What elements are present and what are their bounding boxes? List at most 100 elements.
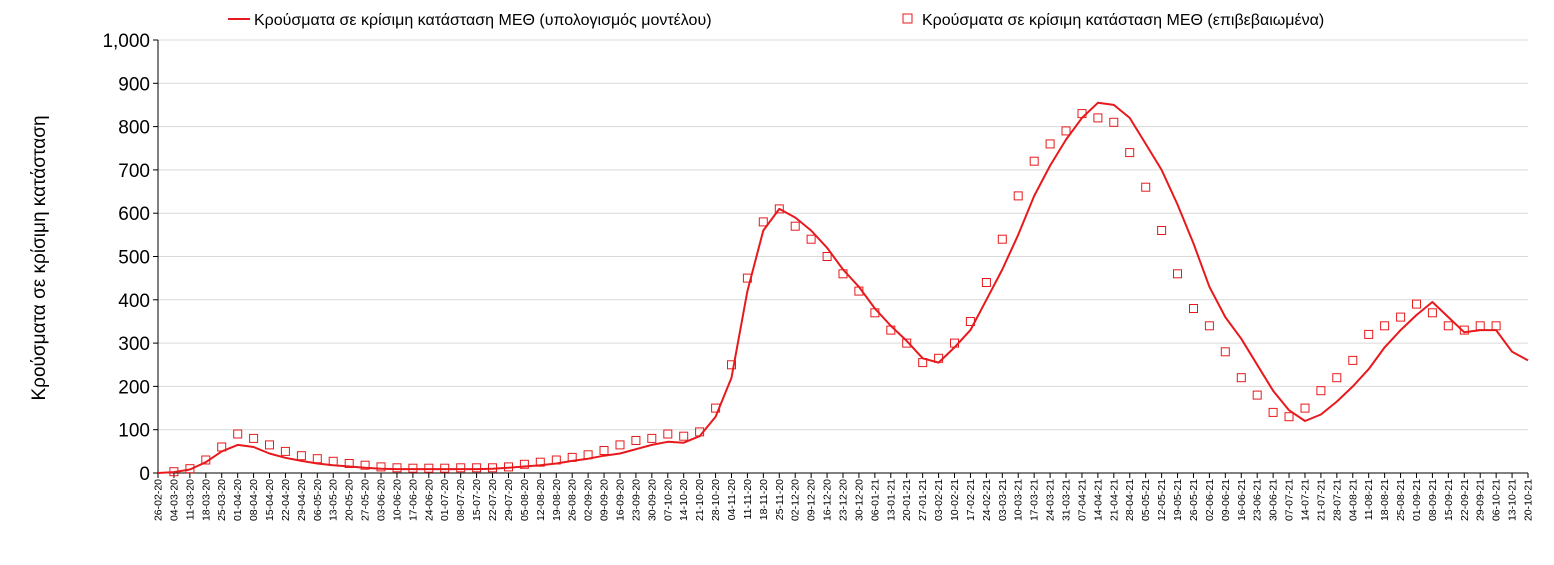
x-tick-label: 13-05-20: [328, 479, 340, 521]
y-tick-label: 500: [118, 248, 150, 269]
x-tick-label: 07-07-21: [1284, 479, 1296, 521]
data-point-confirmed: [201, 455, 211, 465]
data-point-confirmed: [1061, 126, 1071, 136]
x-tick-label: 02-12-20: [790, 479, 802, 521]
y-tick-label: 300: [118, 334, 150, 355]
data-point-confirmed: [1220, 347, 1230, 357]
x-tick-label: 01-09-21: [1411, 479, 1423, 521]
x-tick-label: 01-07-20: [439, 479, 451, 521]
data-point-confirmed: [679, 431, 689, 441]
data-point-confirmed: [822, 252, 832, 261]
data-point-confirmed: [504, 462, 513, 472]
data-point-confirmed: [1189, 304, 1198, 313]
x-tick-label: 25-11-20: [774, 479, 786, 520]
data-point-confirmed: [647, 433, 657, 443]
x-tick-label: 15-09-21: [1443, 479, 1455, 521]
data-point-confirmed: [185, 464, 195, 474]
x-tick-label: 17-02-21: [965, 479, 977, 521]
x-tick-label: 08-09-21: [1427, 479, 1439, 521]
data-point-confirmed: [1109, 117, 1119, 127]
data-point-confirmed: [424, 463, 434, 473]
x-tick-label: 12-08-20: [535, 479, 547, 521]
x-tick-label: 13-10-21: [1507, 479, 1519, 521]
x-tick-label: 28-07-21: [1331, 479, 1343, 521]
x-tick-label: 30-09-20: [646, 479, 658, 521]
data-point-confirmed: [265, 440, 274, 450]
x-tick-label: 06-01-21: [869, 479, 881, 521]
x-tick-label: 17-06-20: [407, 479, 419, 521]
data-point-confirmed: [1077, 109, 1087, 119]
data-point-confirmed: [328, 456, 338, 466]
data-point-confirmed: [1459, 325, 1469, 335]
data-point-confirmed: [169, 467, 179, 477]
data-point-confirmed: [488, 463, 497, 473]
x-tick-label: 29-04-20: [296, 479, 308, 521]
data-point-confirmed: [360, 460, 370, 470]
x-tick-label: 16-06-21: [1236, 479, 1248, 521]
data-point-confirmed: [583, 450, 593, 460]
x-tick-label: 16-09-20: [615, 479, 627, 521]
x-tick-label: 01-04-20: [232, 479, 244, 521]
data-point-confirmed: [1364, 329, 1374, 339]
data-point-confirmed: [1412, 299, 1421, 309]
x-tick-label: 23-09-20: [630, 479, 642, 521]
data-point-confirmed: [1125, 148, 1135, 158]
data-point-confirmed: [408, 463, 418, 473]
x-tick-label: 26-05-21: [1188, 479, 1200, 521]
x-tick-label: 10-03-21: [1013, 479, 1025, 521]
data-point-confirmed: [902, 338, 912, 348]
data-point-confirmed: [1316, 386, 1326, 396]
data-point-confirmed: [1204, 321, 1214, 331]
data-point-confirmed: [1093, 113, 1103, 123]
x-tick-label: 25-08-21: [1395, 479, 1407, 521]
data-point-confirmed: [663, 429, 673, 439]
data-point-confirmed: [1491, 321, 1501, 331]
x-tick-label: 14-04-21: [1092, 479, 1104, 521]
data-point-confirmed: [870, 308, 880, 318]
y-tick-label: 800: [118, 118, 150, 139]
y-axis-ticks: 0 100 200 300 400 500 600 700 800 900 1,000: [102, 31, 150, 485]
y-tick-label: 700: [118, 161, 150, 182]
data-point-confirmed: [1380, 321, 1390, 331]
gridlines: [158, 39, 1528, 431]
data-point-confirmed: [886, 325, 896, 335]
x-tick-label: 19-08-20: [551, 479, 563, 521]
x-tick-label: 22-09-21: [1459, 479, 1471, 521]
x-tick-label: 03-03-21: [997, 479, 1009, 521]
x-tick-label: 25-03-20: [216, 479, 228, 521]
x-tick-label: 07-10-20: [662, 479, 674, 521]
x-tick-label: 24-06-20: [423, 479, 435, 521]
data-point-confirmed: [249, 433, 259, 443]
data-point-confirmed: [965, 317, 975, 326]
x-tick-label: 29-09-21: [1475, 479, 1487, 521]
series-model-line: [157, 101, 1529, 474]
data-point-confirmed: [1173, 269, 1182, 279]
data-point-confirmed: [1029, 156, 1039, 166]
y-tick-label: 400: [118, 291, 150, 312]
data-point-confirmed: [1332, 373, 1342, 383]
axes: [153, 39, 1529, 478]
x-tick-label: 03-06-20: [376, 479, 388, 521]
data-point-confirmed: [1443, 321, 1453, 331]
x-tick-label: 09-12-20: [806, 479, 818, 521]
data-point-confirmed: [1396, 312, 1406, 322]
y-tick-label: 100: [118, 421, 150, 442]
x-tick-label: 23-12-20: [838, 479, 850, 521]
data-point-confirmed: [727, 360, 736, 370]
data-point-confirmed: [758, 217, 768, 227]
x-tick-label: 27-05-20: [360, 479, 372, 521]
legend-square-marker: [902, 13, 913, 24]
data-point-confirmed: [615, 440, 625, 450]
x-tick-label: 26-08-20: [567, 479, 579, 521]
x-tick-label: 04-11-20: [726, 479, 738, 520]
data-point-confirmed: [1236, 373, 1246, 383]
data-point-confirmed: [790, 221, 800, 231]
x-tick-label: 23-06-21: [1252, 479, 1264, 521]
data-point-confirmed: [392, 463, 402, 473]
data-point-confirmed: [280, 446, 290, 456]
y-tick-label: 600: [118, 204, 150, 225]
data-point-confirmed: [918, 358, 928, 368]
series-model-path: [157, 101, 1529, 474]
y-tick-label: 0: [139, 464, 150, 485]
